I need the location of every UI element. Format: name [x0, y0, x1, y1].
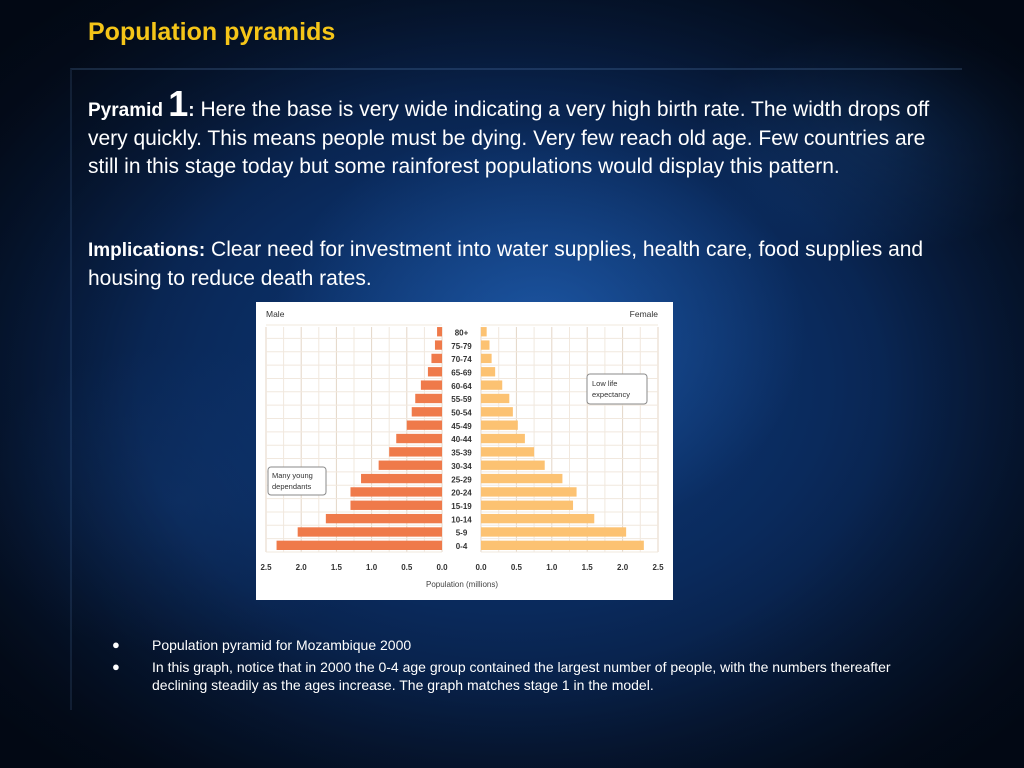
x-tick-label: 1.5 — [331, 563, 343, 572]
annotation-text: dependants — [272, 482, 311, 491]
bar-female-65-69 — [481, 367, 496, 377]
bar-male-25-29 — [361, 473, 442, 484]
list-item: ● Population pyramid for Mozambique 2000 — [112, 636, 922, 654]
bar-male-5-9 — [297, 527, 442, 537]
x-axis-label: Population (millions) — [426, 580, 498, 589]
bar-female-75-79 — [481, 340, 490, 350]
category-label: 30-34 — [451, 462, 472, 471]
category-label: 45-49 — [451, 422, 472, 431]
x-tick-label: 0.0 — [475, 563, 487, 572]
pyramid-colon: : — [188, 100, 195, 121]
category-label: 5-9 — [456, 529, 468, 538]
annotation-text: Many young — [272, 471, 313, 480]
category-label: 75-79 — [451, 342, 472, 351]
bar-female-40-44 — [481, 433, 525, 444]
implications-text: Clear need for investment into water sup… — [88, 238, 924, 290]
list-item: ● In this graph, notice that in 2000 the … — [112, 658, 922, 694]
bar-female-60-64 — [481, 380, 503, 390]
category-label: 60-64 — [451, 382, 472, 391]
category-label: 50-54 — [451, 409, 472, 418]
bar-female-0-4 — [481, 540, 644, 550]
bar-male-30-34 — [378, 460, 442, 470]
bullet-text: Population pyramid for Mozambique 2000 — [152, 637, 412, 653]
bar-female-30-34 — [481, 460, 545, 470]
bar-female-70-74 — [481, 353, 492, 364]
bar-male-70-74 — [431, 353, 442, 364]
bullet-icon: ● — [112, 659, 120, 674]
bar-male-55-59 — [415, 393, 442, 404]
bar-male-20-24 — [350, 487, 442, 497]
legend-female: Female — [630, 309, 659, 319]
pyramid-text: Here the base is very wide indicating a … — [88, 98, 930, 178]
bar-female-20-24 — [481, 487, 577, 497]
implications-label: Implications: — [88, 240, 206, 261]
bar-female-5-9 — [481, 527, 627, 537]
x-tick-label: 0.5 — [401, 563, 413, 572]
pyramid-description: Pyramid 1: Here the base is very wide in… — [88, 86, 938, 181]
annotation-box — [267, 466, 327, 496]
bar-male-0-4 — [276, 540, 442, 550]
x-tick-label: 2.5 — [260, 563, 272, 572]
category-label: 0-4 — [456, 542, 468, 551]
category-label: 40-44 — [451, 435, 472, 444]
bar-male-15-19 — [350, 500, 442, 510]
x-tick-label: 2.5 — [652, 563, 664, 572]
category-label: 55-59 — [451, 395, 472, 404]
category-label: 10-14 — [451, 515, 472, 524]
x-tick-label: 0.0 — [436, 563, 448, 572]
bar-male-50-54 — [411, 407, 442, 417]
bar-male-60-64 — [420, 380, 442, 390]
bar-female-25-29 — [481, 473, 563, 484]
pyramid-number: 1 — [168, 83, 189, 124]
legend-male: Male — [266, 309, 285, 319]
bar-female-50-54 — [481, 407, 513, 417]
category-label: 35-39 — [451, 449, 472, 458]
x-tick-label: 0.5 — [511, 563, 523, 572]
category-label: 25-29 — [451, 475, 472, 484]
bar-male-10-14 — [325, 513, 442, 524]
bullet-icon: ● — [112, 637, 120, 652]
annotation-box — [586, 373, 648, 405]
category-label: 70-74 — [451, 355, 472, 364]
category-label: 15-19 — [451, 502, 472, 511]
category-label: 80+ — [455, 328, 469, 337]
bar-male-80+ — [437, 327, 442, 337]
bar-male-65-69 — [427, 367, 442, 377]
bar-female-15-19 — [481, 500, 574, 510]
category-label: 65-69 — [451, 368, 472, 377]
bar-female-80+ — [481, 327, 487, 337]
implications-paragraph: Implications: Clear need for investment … — [88, 236, 938, 293]
bar-female-55-59 — [481, 393, 510, 404]
pyramid-label: Pyramid — [88, 100, 169, 121]
bar-male-40-44 — [396, 433, 442, 444]
bar-male-35-39 — [389, 447, 442, 457]
bar-male-45-49 — [406, 420, 442, 430]
slide-title: Population pyramids — [88, 18, 336, 46]
population-pyramid-chart: 0-4 5-9 10-14 15-19 20-24 25-29 30-34 35-39 40-4… — [256, 302, 673, 600]
bar-female-10-14 — [481, 513, 595, 524]
category-label: 20-24 — [451, 489, 472, 498]
x-tick-label: 2.0 — [296, 563, 308, 572]
bar-female-35-39 — [481, 447, 535, 457]
bar-female-45-49 — [481, 420, 518, 430]
x-tick-label: 1.0 — [546, 563, 558, 572]
x-tick-label: 1.5 — [582, 563, 594, 572]
annotation-text: expectancy — [592, 390, 630, 399]
bar-male-75-79 — [434, 340, 442, 350]
population-pyramid-svg: 0-4 5-9 10-14 15-19 20-24 25-29 30-34 35-39 40-4… — [260, 309, 664, 589]
annotation-text: Low life — [592, 379, 617, 388]
x-tick-label: 1.0 — [366, 563, 378, 572]
notes-list: ● Population pyramid for Mozambique 2000 … — [112, 636, 922, 698]
x-tick-label: 2.0 — [617, 563, 629, 572]
bullet-text: In this graph, notice that in 2000 the 0… — [152, 659, 891, 693]
